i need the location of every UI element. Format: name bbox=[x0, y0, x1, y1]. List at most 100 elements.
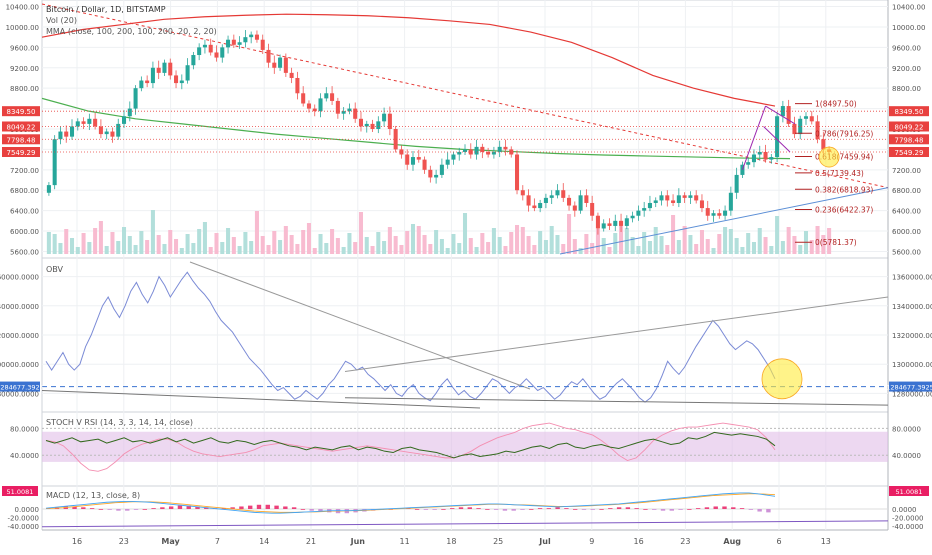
candle-body bbox=[416, 157, 421, 160]
candle-body bbox=[156, 67, 161, 73]
candle-body bbox=[462, 149, 468, 152]
macd-histogram-bar bbox=[467, 507, 472, 509]
obv-pane[interactable] bbox=[41, 261, 889, 409]
volume-bar bbox=[636, 246, 641, 254]
volume-bar bbox=[584, 234, 589, 254]
volume-bar bbox=[549, 226, 554, 254]
candle-body bbox=[405, 154, 410, 165]
volume-bar bbox=[590, 243, 595, 254]
time-tick-label: 18 bbox=[446, 537, 456, 546]
volume-bar bbox=[653, 227, 658, 254]
macd-histogram-bar bbox=[546, 508, 552, 509]
volume-bar bbox=[769, 246, 774, 254]
left-macd-tick-label: -20.0000 bbox=[8, 514, 39, 522]
macd-histogram-bar bbox=[608, 508, 613, 509]
macd-tag-right-label: 51.0081 bbox=[896, 488, 923, 496]
left-price-tick-label: 6400.00 bbox=[10, 208, 39, 216]
candle-body bbox=[705, 208, 710, 216]
time-axis-bg bbox=[0, 530, 932, 550]
macd-histogram-bar bbox=[151, 508, 156, 509]
volume-bar bbox=[237, 246, 242, 254]
macd-histogram-bar bbox=[318, 509, 323, 512]
candle-body bbox=[584, 195, 589, 203]
volume-bar bbox=[486, 242, 491, 254]
macd-histogram-bar bbox=[476, 508, 481, 509]
macd-histogram-bar bbox=[441, 509, 446, 510]
macd-histogram-bar bbox=[177, 505, 183, 509]
candle-body bbox=[723, 210, 728, 216]
candle-body bbox=[439, 164, 444, 175]
candle-body bbox=[306, 103, 311, 109]
volume-bar bbox=[214, 233, 219, 254]
left-obv-tick-label: 1360000.0000 bbox=[0, 274, 39, 282]
candle-body bbox=[133, 88, 138, 109]
macd-histogram-bar bbox=[239, 506, 244, 509]
macd-histogram-bar bbox=[186, 505, 191, 509]
price-axis[interactable]: 10400.00 10400.00 10000.00 10000.00 9600.00 9… bbox=[0, 4, 932, 531]
candle-body bbox=[52, 139, 57, 186]
volume-bar bbox=[717, 234, 722, 254]
left-price-tick-label: 10000.00 bbox=[6, 24, 39, 32]
candle-body bbox=[607, 223, 612, 226]
candle-body bbox=[81, 121, 86, 124]
candle-body bbox=[64, 131, 69, 137]
candle-body bbox=[572, 205, 577, 211]
macd-histogram-bar bbox=[291, 507, 297, 509]
candle-body bbox=[410, 157, 416, 165]
candle-body bbox=[636, 210, 641, 216]
macd-histogram-bar bbox=[616, 507, 622, 509]
volume-bar bbox=[341, 247, 346, 254]
candle-body bbox=[399, 149, 404, 155]
candle-body bbox=[98, 126, 103, 135]
volume-bar bbox=[81, 233, 86, 254]
price-tick-label: 10400.00 bbox=[892, 4, 925, 12]
right-price-tag bbox=[889, 121, 929, 132]
candle-body bbox=[751, 154, 757, 163]
price-pane[interactable]: 1(8497.50) 0.786(7916.25) 0.618(7459.94) 0.… bbox=[41, 3, 889, 255]
macd-histogram-bar bbox=[643, 509, 648, 510]
volume-bar bbox=[746, 233, 751, 254]
candle-body bbox=[798, 118, 803, 135]
obv-tick-label: 1320000.0000 bbox=[892, 332, 932, 340]
left-obv-tick-label: 1320000.0000 bbox=[0, 332, 39, 340]
candle-body bbox=[283, 57, 288, 73]
volume-bar bbox=[382, 241, 387, 254]
candle-body bbox=[249, 34, 254, 38]
candle-body bbox=[578, 195, 583, 211]
macd-histogram-bar bbox=[195, 506, 200, 509]
candle-body bbox=[699, 200, 704, 209]
volume-bar bbox=[699, 230, 704, 254]
stoch-tick-label: 80.0000 bbox=[892, 425, 921, 433]
candle-body bbox=[815, 121, 820, 140]
price-tick-label: 8800.00 bbox=[892, 85, 921, 93]
volume-bar bbox=[671, 215, 676, 254]
candle-body bbox=[58, 131, 63, 140]
stoch-k-line bbox=[45, 431, 776, 459]
macd-histogram-bar bbox=[256, 504, 262, 509]
stoch-rsi-pane[interactable] bbox=[42, 422, 888, 472]
candle-body bbox=[590, 202, 595, 216]
volume-bar bbox=[168, 230, 173, 254]
volume-bar bbox=[561, 244, 566, 254]
macd-tick-label: -40.0000 bbox=[892, 523, 923, 531]
time-axis[interactable]: 16 23 May 7 14 21 Jun 11 18 25 Jul 9 16 23 Aug 6 13 bbox=[72, 537, 831, 546]
macd-pane[interactable] bbox=[41, 492, 889, 528]
left-price-tick-label: 8800.00 bbox=[10, 85, 39, 93]
volume-bar bbox=[353, 242, 358, 254]
candle-body bbox=[595, 215, 600, 229]
volume-bar bbox=[567, 214, 572, 254]
volume-bar bbox=[289, 235, 294, 254]
obv-current-tag-right-label: 1284677.3925 bbox=[886, 384, 932, 392]
volume-bar bbox=[457, 243, 462, 254]
volume-bar bbox=[150, 210, 155, 254]
candle-body bbox=[676, 195, 681, 203]
volume-bar bbox=[751, 242, 757, 254]
candle-body bbox=[734, 174, 739, 193]
candle-body bbox=[786, 106, 791, 124]
price-tick-label: 7200.00 bbox=[892, 167, 921, 175]
left-price-tag bbox=[2, 134, 40, 145]
fib-level-label: 1(8497.50) bbox=[815, 100, 857, 109]
time-tick-label: May bbox=[161, 537, 180, 546]
